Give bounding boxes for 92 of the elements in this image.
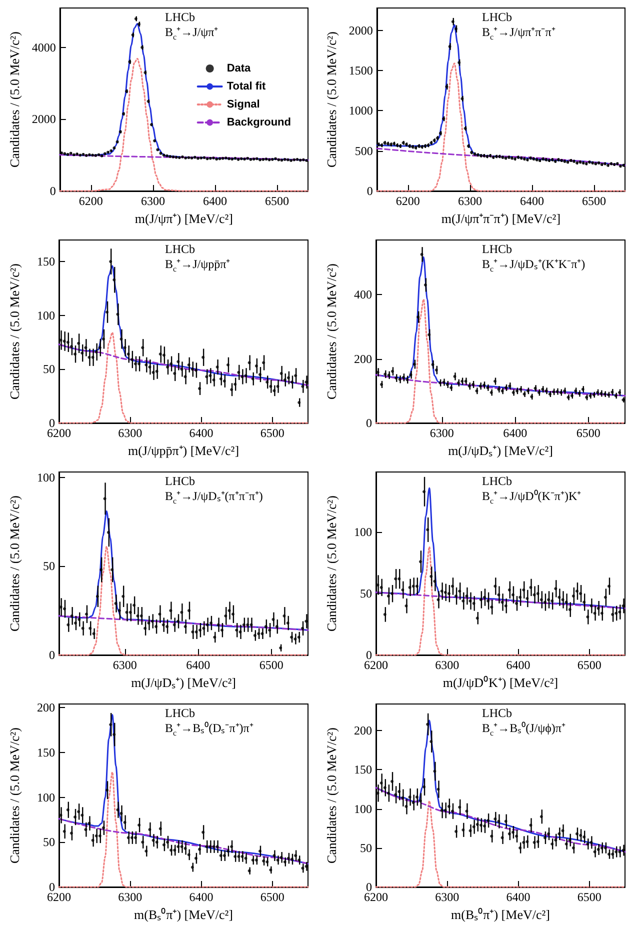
y-tick-label: 2000	[348, 23, 373, 38]
line-series	[58, 510, 309, 631]
y-tick-label: 50	[360, 586, 372, 601]
y-tick-label: 100	[37, 308, 55, 322]
y-tick-label: 0	[50, 184, 56, 198]
y-tick-label: 400	[354, 288, 372, 302]
y-tick-label: 0	[366, 416, 372, 430]
x-tick-label: 6500	[264, 194, 289, 208]
x-tick-label: 6400	[202, 194, 227, 208]
y-axis-title: Candidates / (5.0 MeV/c²)	[324, 31, 339, 168]
annotation: LHCb	[482, 10, 513, 25]
x-tick-label: 6200	[396, 194, 420, 208]
y-tick-label: 2000	[32, 112, 56, 126]
x-tick-label: 6400	[189, 890, 214, 904]
y-tick-label: 150	[37, 254, 55, 269]
x-tick-label: 6300	[435, 658, 460, 672]
y-axis-title: Candidates / (5.0 MeV/c²)	[324, 727, 339, 864]
annotation: LHCb	[482, 706, 513, 721]
y-axis-title: Candidates / (5.0 MeV/c²)	[7, 727, 22, 864]
y-tick-label: 150	[37, 745, 55, 760]
x-tick-label: 6400	[186, 658, 210, 672]
y-tick-label: 50	[43, 835, 55, 850]
y-tick-label: 200	[37, 700, 55, 715]
x-tick-label: 6500	[576, 426, 600, 440]
y-tick-label: 500	[354, 144, 373, 158]
y-tick-label: 1000	[348, 104, 373, 118]
y-tick-label: 100	[37, 470, 55, 484]
x-tick-label: 6400	[189, 426, 214, 440]
x-axis-title: m(J/ψDₛ⁺) [MeV/c²]	[131, 675, 236, 690]
x-tick-label: 6500	[259, 658, 284, 672]
annotation: B$_{c}$⁺→J/ψDₛ⁺(π⁺π⁻π⁺)	[165, 489, 263, 508]
annotation: LHCb	[482, 242, 513, 257]
x-tick-label: 6500	[577, 890, 602, 904]
x-axis-title: m(J/ψpp̄π⁺) [MeV/c²]	[128, 443, 240, 458]
y-tick-label: 50	[43, 362, 55, 376]
annotation: B$_{c}$⁺→J/ψpp̄π⁺	[165, 257, 230, 276]
x-axis-title: m(J/ψDₛ⁺) [MeV/c²]	[448, 443, 553, 458]
legend-label: Signal	[226, 98, 260, 110]
x-tick-label: 6400	[503, 426, 528, 440]
y-tick-label: 50	[43, 559, 55, 574]
y-tick-label: 50	[360, 840, 372, 855]
x-tick-label: 6300	[118, 426, 142, 440]
annotation: B$_{c}$⁺→J/ψDₛ⁺(K⁺K⁻π⁺)	[482, 257, 586, 276]
x-tick-label: 6300	[140, 194, 165, 208]
line-series	[58, 344, 309, 386]
line-series	[375, 786, 626, 853]
x-tick-label: 6500	[577, 658, 602, 672]
y-axis-title: Candidates / (5.0 MeV/c²)	[324, 263, 339, 400]
x-tick-label: 6300	[458, 194, 482, 208]
x-tick-label: 6200	[78, 194, 103, 208]
x-axis-title: m(J/ψπ⁺) [MeV/c²]	[134, 211, 233, 226]
y-axis-title: Candidates / (5.0 MeV/c²)	[324, 495, 339, 632]
y-tick-label: 0	[49, 648, 55, 662]
annotation: LHCb	[165, 706, 196, 721]
annotation: LHCb	[482, 474, 513, 489]
x-axis-title: m(Bₛ⁰π⁺) [MeV/c²]	[134, 907, 233, 922]
x-tick-label: 6300	[430, 426, 454, 440]
x-tick-label: 6500	[582, 194, 606, 208]
y-tick-label: 4000	[32, 40, 56, 54]
x-tick-label: 6300	[118, 890, 142, 904]
y-tick-label: 150	[354, 762, 372, 777]
y-tick-label: 200	[354, 724, 372, 738]
y-tick-label: 100	[37, 790, 55, 804]
y-axis-title: Candidates / (5.0 MeV/c²)	[7, 31, 22, 168]
y-axis-title: Candidates / (5.0 MeV/c²)	[7, 495, 22, 632]
y-tick-label: 0	[366, 184, 373, 198]
x-tick-label: 6300	[112, 658, 137, 672]
annotation: LHCb	[165, 10, 196, 25]
y-tick-label: 200	[354, 352, 372, 366]
y-tick-label: 100	[354, 802, 372, 816]
x-tick-label: 6300	[435, 890, 460, 904]
legend-label: Background	[226, 116, 292, 128]
x-axis-title: m(J/ψπ⁺π⁻π⁺) [MeV/c²]	[441, 211, 561, 226]
x-tick-label: 6400	[506, 890, 530, 904]
legend-label: Total fit	[226, 80, 266, 92]
x-tick-label: 6400	[506, 658, 530, 672]
annotation: LHCb	[165, 242, 196, 257]
annotation: B$_{c}$⁺→J/ψπ⁺π⁻π⁺	[482, 25, 556, 44]
y-tick-label: 100	[354, 525, 372, 540]
legend-label: Data	[226, 62, 252, 74]
y-axis-title: Candidates / (5.0 MeV/c²)	[7, 263, 22, 400]
annotation: B$_{c}$⁺→J/ψD⁰(K⁻π⁺)K⁺	[482, 489, 582, 508]
annotation: LHCb	[165, 474, 196, 489]
x-tick-label: 6500	[260, 890, 284, 904]
y-tick-label: 1500	[348, 64, 373, 78]
annotation: B$_{c}$⁺→J/ψπ⁺	[165, 25, 218, 44]
annotation: B$_{c}$⁺→Bₛ⁰(J/ψϕ)π⁺	[482, 721, 566, 740]
annotation: B$_{c}$⁺→Bₛ⁰(Dₛ⁻π⁺)π⁺	[165, 721, 254, 740]
x-axis-title: m(J/ψD⁰K⁺) [MeV/c²]	[442, 675, 558, 690]
x-tick-label: 6500	[260, 426, 284, 440]
x-axis-title: m(Bₛ⁰π⁺) [MeV/c²]	[451, 907, 550, 922]
x-tick-label: 6400	[520, 194, 544, 208]
